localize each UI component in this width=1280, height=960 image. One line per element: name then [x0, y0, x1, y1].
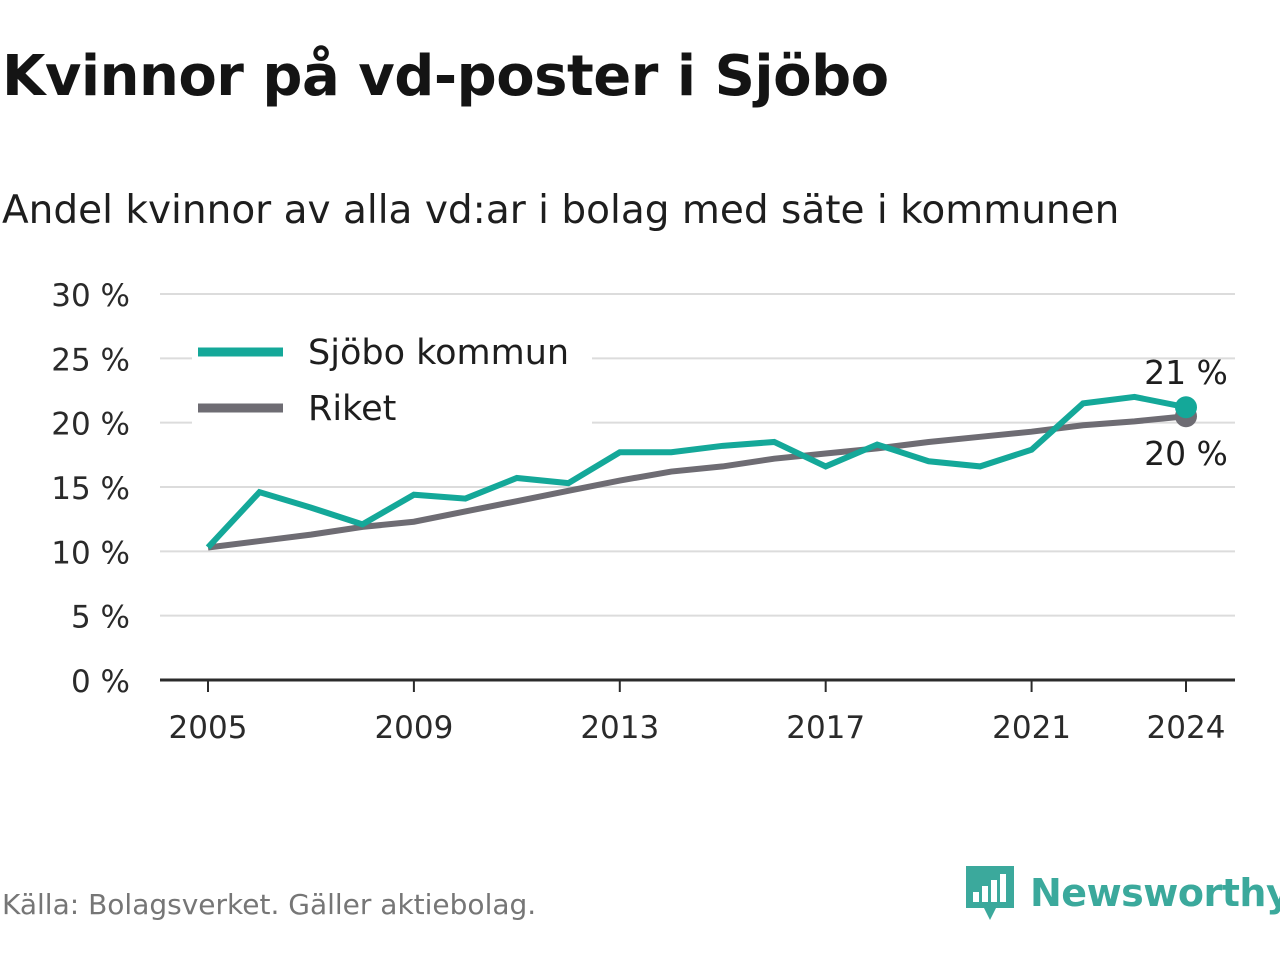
y-tick-label: 30 %	[51, 278, 130, 314]
x-tick-label: 2005	[169, 710, 248, 746]
x-tick-label: 2017	[786, 710, 865, 746]
series-line-0	[205, 393, 1187, 550]
brand-logo[interactable]: Newsworthy	[964, 864, 1280, 922]
legend-label-1: Riket	[308, 389, 396, 429]
y-tick-label: 5 %	[71, 600, 130, 636]
newsworthy-logo-icon	[966, 866, 1014, 920]
y-tick-label: 15 %	[51, 471, 130, 507]
y-tick-label: 25 %	[51, 342, 130, 378]
source-note: Källa: Bolagsverket. Gäller aktiebolag.	[2, 888, 537, 921]
end-value-label-1: 20 %	[1144, 434, 1228, 473]
chart-title: Kvinnor på vd-poster i Sjöbo	[2, 44, 889, 109]
brand-name: Newsworthy	[1030, 871, 1280, 915]
x-tick-label: 2021	[992, 710, 1071, 746]
x-tick-label: 2024	[1147, 710, 1226, 746]
x-tick-label: 2013	[580, 710, 659, 746]
series-line-1	[207, 413, 1187, 551]
y-tick-label: 20 %	[51, 407, 130, 443]
x-tick-label: 2009	[374, 710, 453, 746]
chart-subtitle: Andel kvinnor av alla vd:ar i bolag med …	[2, 188, 1120, 233]
series-end-point-0	[1175, 396, 1197, 419]
y-tick-label: 10 %	[51, 535, 130, 571]
y-tick-label: 0 %	[71, 664, 130, 700]
end-value-label-0: 21 %	[1144, 353, 1228, 392]
legend-label-0: Sjöbo kommun	[308, 333, 569, 373]
